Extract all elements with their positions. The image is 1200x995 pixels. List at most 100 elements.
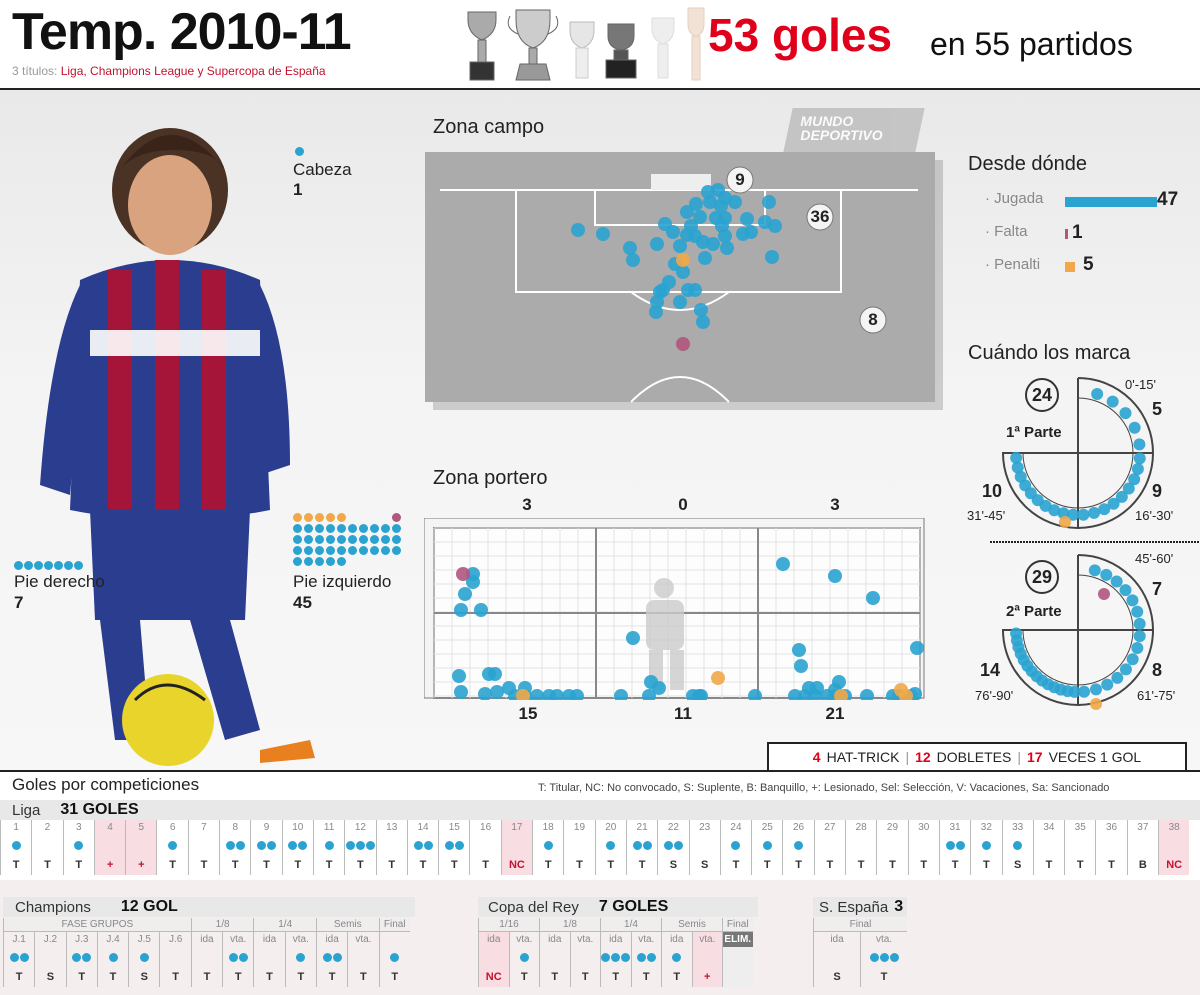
round-label: 21 — [636, 822, 648, 833]
pie-izquierdo-dots — [293, 513, 408, 573]
supercopa-total: 3 — [894, 898, 904, 915]
clock-penalti-dot — [1090, 698, 1102, 710]
status-badge: T — [1076, 859, 1084, 871]
campo-goal-dot — [571, 223, 585, 237]
status-badge: T — [1045, 859, 1053, 871]
status-badge: T — [544, 859, 552, 871]
campo-goal-dot — [649, 305, 663, 319]
round-label: 15 — [448, 822, 460, 833]
jugada-value: 47 — [1157, 189, 1179, 210]
goal-dot — [444, 840, 454, 850]
status-badge: S — [46, 971, 55, 983]
round-label: 4 — [107, 822, 113, 833]
zona-portero-title: Zona portero — [433, 467, 548, 489]
goal-dot — [632, 840, 642, 850]
status-badge: T — [391, 971, 399, 983]
pie-derecho-goal-dot — [24, 561, 33, 570]
clock-dot-61-75 — [1101, 678, 1114, 691]
second-q1: 7 — [1152, 579, 1163, 599]
portero-goal-dot — [530, 689, 544, 700]
round-label: ida — [262, 934, 277, 945]
page-title: Temp. 2010-11 — [12, 3, 352, 61]
range-45-60: 45'-60' — [1135, 551, 1174, 566]
pie-derecho-goal-dot — [34, 561, 43, 570]
status-badge: T — [231, 859, 239, 871]
copa-group-label: 1/8 — [539, 918, 600, 932]
liga-round-16: 16 T — [469, 820, 500, 875]
goal-dot — [879, 952, 889, 962]
clock-dot-16-30 — [1077, 508, 1090, 521]
round-label: 2 — [44, 822, 51, 833]
liga-round-33: 33 S — [1001, 820, 1033, 875]
first-q3: 10 — [982, 481, 1003, 501]
range-16-30: 16'-30' — [1135, 508, 1174, 523]
copa-round-8: vta. + — [691, 932, 722, 987]
pie-izquierdo-goal-dot — [381, 524, 390, 533]
goal-dot — [731, 840, 741, 850]
campo-goal-dot — [689, 197, 703, 211]
status-badge: T — [172, 971, 179, 983]
pie-izquierdo-goal-dot — [392, 546, 401, 555]
trophies-icon — [467, 7, 705, 81]
status-badge: T — [200, 859, 208, 871]
copa-group-label: 1/4 — [600, 918, 661, 932]
campo-goal-dot — [693, 210, 707, 224]
liga-round-36: 36 T — [1095, 820, 1126, 875]
liga-round-13: 13 T — [375, 820, 407, 875]
status-badge: T — [75, 859, 83, 871]
goal-dot — [322, 952, 332, 962]
clock-dot-31-45 — [1014, 470, 1027, 483]
liga-round-23: 23 S — [688, 820, 720, 875]
one-goal-count: 17 — [1027, 749, 1043, 765]
pie-izquierdo-goal-dot — [381, 546, 390, 555]
penalti-value: 5 — [1083, 254, 1094, 275]
dobletes-count: 12 — [915, 749, 931, 765]
penalti-bar — [1065, 262, 1075, 272]
clock-dot-31-45 — [1010, 451, 1023, 464]
round-label: ida — [670, 934, 684, 945]
pie-derecho-value: 7 — [14, 593, 24, 612]
portero-goal-dot — [794, 659, 808, 673]
pie-izquierdo-goal-dot — [359, 546, 368, 555]
status-badge: T — [109, 971, 117, 983]
goals-matches: en 55 partidos — [930, 26, 1133, 62]
goal-dot — [82, 952, 92, 962]
pie-derecho-goal-dot — [14, 561, 23, 570]
round-label: 12 — [354, 822, 366, 833]
campo-goal-dot — [673, 295, 687, 309]
supercopa-round-1: ida S — [813, 932, 860, 987]
round-label: 17 — [511, 822, 523, 833]
status-badge: T — [638, 859, 646, 871]
round-label: 30 — [918, 822, 930, 833]
status-badge: T — [294, 859, 302, 871]
second-q2: 8 — [1152, 660, 1163, 680]
cabeza-value: 1 — [293, 180, 303, 199]
portero-goal-dot — [478, 687, 492, 700]
clock-dot-0-15 — [1119, 407, 1132, 420]
status-badge: T — [607, 859, 615, 871]
goal-dot — [642, 840, 652, 850]
clock-dot-61-75 — [1119, 663, 1132, 676]
champions-group-label: 1/4 — [253, 918, 316, 932]
round-label: 16 — [480, 822, 492, 833]
pie-izquierdo-goal-dot — [326, 557, 335, 566]
status-badge: S — [833, 971, 841, 983]
status-badge: S — [140, 971, 148, 983]
liga-total: 31 GOLES — [60, 801, 139, 818]
champions-groups: FASE GRUPOS 1/8 1/4 Semis Final — [3, 918, 410, 932]
pie-izquierdo-goal-dot — [315, 557, 324, 566]
pie-izquierdo-goal-dot — [337, 524, 346, 533]
goal-dot — [288, 840, 298, 850]
champions-round-9: ida T — [253, 932, 284, 987]
portero-penalti-dot — [899, 689, 913, 700]
round-label: 14 — [417, 822, 429, 833]
round-label: ida — [548, 934, 562, 945]
status-badge: T — [857, 859, 865, 871]
status-badge: T — [920, 859, 928, 871]
pie-izquierdo-goal-dot — [348, 524, 357, 533]
